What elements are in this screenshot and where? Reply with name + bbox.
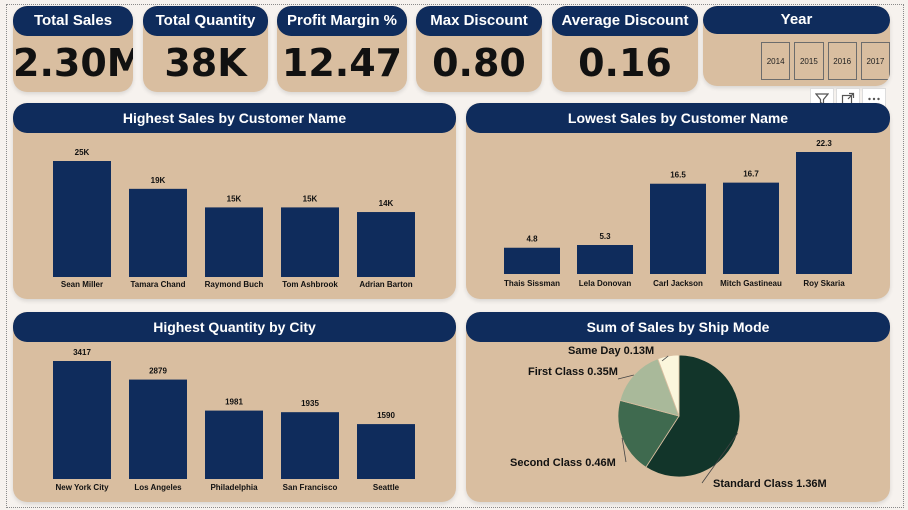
category-label: Tamara Chand xyxy=(131,280,186,289)
bar-carl-jackson[interactable] xyxy=(650,183,706,274)
kpi-title: Total Sales xyxy=(13,6,133,36)
data-label: 15K xyxy=(227,194,242,203)
category-label: Los Angeles xyxy=(134,483,182,492)
bar-adrian-barton[interactable] xyxy=(357,212,415,277)
bar-new-york-city[interactable] xyxy=(53,361,111,479)
kpi-title: Max Discount xyxy=(416,6,542,36)
data-label: 1935 xyxy=(301,399,319,408)
kpi-total-quantity: Total Quantity 38K xyxy=(143,6,268,92)
category-label: New York City xyxy=(55,483,109,492)
data-label: 15K xyxy=(303,194,318,203)
category-label: Tom Ashbrook xyxy=(282,280,338,289)
year-option-2016[interactable]: 2016 xyxy=(827,42,857,80)
year-option-2015[interactable]: 2015 xyxy=(794,42,824,80)
category-label: Seattle xyxy=(373,483,400,492)
category-label: Raymond Buch xyxy=(205,280,264,289)
bar-roy-skaria[interactable] xyxy=(796,152,852,274)
category-label: Adrian Barton xyxy=(359,280,412,289)
chart-highest-sales: 25K Sean Miller 19K Tamara Chand 15K Raymond … xyxy=(13,103,456,299)
year-slicer-title: Year xyxy=(703,6,890,34)
category-label: Mitch Gastineau xyxy=(720,279,782,288)
bar-tamara-chand[interactable] xyxy=(129,188,187,277)
category-label: Thais Sissman xyxy=(504,279,560,288)
kpi-value: 12.47 xyxy=(281,41,403,85)
chart-lowest-sales-svg: 4.8 Thais Sissman 5.3 Lela Donovan 16.5 Carl … xyxy=(504,139,852,288)
chart-title: Highest Quantity by City xyxy=(13,312,456,342)
data-label: 22.3 xyxy=(816,139,832,148)
data-label: 16.5 xyxy=(670,171,686,180)
bar-tom-ashbrook[interactable] xyxy=(281,207,339,277)
pie-label: Same Day 0.13M xyxy=(568,345,654,357)
year-option-2014[interactable]: 2014 xyxy=(761,42,791,80)
pie-label: Standard Class 1.36M xyxy=(713,478,827,490)
chart-highest-quantity: 3417 New York City 2879 Los Angeles 1981 Phil… xyxy=(13,312,456,502)
kpi-average-discount: Average Discount 0.16 xyxy=(552,6,698,92)
chart-highest-quantity-svg: 3417 New York City 2879 Los Angeles 1981 Phil… xyxy=(53,348,415,492)
year-options: 2014 2015 2016 2017 xyxy=(703,34,890,80)
category-label: Philadelphia xyxy=(210,483,258,492)
data-label: 2879 xyxy=(149,367,167,376)
bar-philadelphia[interactable] xyxy=(205,410,263,479)
pie-label: First Class 0.35M xyxy=(528,366,618,378)
bar-seattle[interactable] xyxy=(357,424,415,479)
kpi-total-sales: Total Sales 2.30M xyxy=(13,6,133,92)
kpi-value: 38K xyxy=(164,41,247,85)
category-label: Lela Donovan xyxy=(579,279,632,288)
year-slicer: Year 2014 2015 2016 2017 xyxy=(703,6,890,86)
bar-thais-sissman[interactable] xyxy=(504,247,560,274)
chart-title: Sum of Sales by Ship Mode xyxy=(466,312,890,342)
pie-slice-second-class[interactable] xyxy=(617,399,680,468)
kpi-title: Total Quantity xyxy=(143,6,268,36)
category-label: San Francisco xyxy=(283,483,338,492)
bar-san-francisco[interactable] xyxy=(281,412,339,479)
data-label: 1981 xyxy=(225,398,243,407)
bar-los-angeles[interactable] xyxy=(129,379,187,479)
bar-sean-miller[interactable] xyxy=(53,161,111,277)
chart-sales-by-ship-mode: Standard Class 1.36M Second Class 0.46M Fi… xyxy=(466,312,890,502)
data-label: 5.3 xyxy=(599,232,611,241)
year-option-2017[interactable]: 2017 xyxy=(860,42,890,80)
data-label: 25K xyxy=(75,148,90,157)
chart-highest-sales-svg: 25K Sean Miller 19K Tamara Chand 15K Raymond … xyxy=(53,148,415,289)
category-label: Sean Miller xyxy=(61,280,103,289)
kpi-profit-margin: Profit Margin % 12.47 xyxy=(277,6,407,92)
kpi-max-discount: Max Discount 0.80 xyxy=(416,6,542,92)
kpi-value: 0.16 xyxy=(578,41,672,85)
kpi-title: Average Discount xyxy=(552,6,698,36)
category-label: Carl Jackson xyxy=(653,279,703,288)
data-label: 1590 xyxy=(377,411,395,420)
chart-title: Lowest Sales by Customer Name xyxy=(466,103,890,133)
bar-lela-donovan[interactable] xyxy=(577,245,633,274)
pie-slice-first-class[interactable] xyxy=(619,358,680,417)
pie-label: Second Class 0.46M xyxy=(510,457,616,469)
chart-lowest-sales: 4.8 Thais Sissman 5.3 Lela Donovan 16.5 Carl … xyxy=(466,103,890,299)
kpi-value: 2.30M xyxy=(13,41,133,85)
kpi-title: Profit Margin % xyxy=(277,6,407,36)
data-label: 14K xyxy=(379,199,394,208)
category-label: Roy Skaria xyxy=(803,279,845,288)
data-label: 4.8 xyxy=(526,235,538,244)
chart-title: Highest Sales by Customer Name xyxy=(13,103,456,133)
data-label: 3417 xyxy=(73,348,91,357)
bar-raymond-buch[interactable] xyxy=(205,207,263,277)
bar-mitch-gastineau[interactable] xyxy=(723,182,779,274)
data-label: 16.7 xyxy=(743,170,759,179)
data-label: 19K xyxy=(151,176,166,185)
chart-sales-by-ship-mode-svg: Standard Class 1.36M Second Class 0.46M Fi… xyxy=(510,345,827,490)
kpi-value: 0.80 xyxy=(432,41,526,85)
